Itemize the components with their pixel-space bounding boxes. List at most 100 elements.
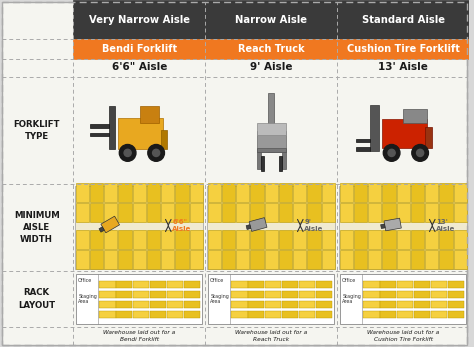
Bar [236, 183, 249, 202]
Bar [307, 203, 320, 222]
Bar [397, 203, 410, 222]
Bar [222, 250, 235, 269]
Circle shape [119, 144, 136, 161]
Bar [104, 203, 118, 222]
Bar [411, 183, 424, 202]
Bar [411, 203, 424, 222]
Bar [447, 291, 464, 298]
Bar [73, 39, 205, 59]
Bar [75, 186, 203, 269]
Bar [411, 230, 424, 249]
Bar [161, 130, 167, 149]
Bar [264, 203, 278, 222]
Bar [248, 301, 264, 308]
Bar [257, 152, 261, 169]
Bar [447, 281, 464, 288]
Bar [447, 311, 464, 318]
Bar [425, 127, 432, 148]
Bar [316, 291, 332, 298]
Text: Office: Office [210, 278, 225, 283]
Text: Cushion Tire Forklift: Cushion Tire Forklift [347, 44, 460, 54]
Bar [380, 301, 396, 308]
Bar [282, 311, 298, 318]
Text: 6'6"
Aisle: 6'6" Aisle [172, 219, 191, 232]
Bar [133, 281, 149, 288]
Bar [133, 291, 149, 298]
Bar [414, 291, 430, 298]
Bar [384, 218, 401, 231]
Bar [454, 250, 467, 269]
Bar [307, 183, 320, 202]
Bar [90, 230, 103, 249]
Bar [397, 250, 410, 269]
Bar [133, 311, 149, 318]
Circle shape [417, 149, 424, 156]
Bar [380, 281, 396, 288]
Bar [190, 230, 203, 249]
Bar [380, 291, 396, 298]
Bar [90, 250, 103, 269]
Bar [231, 291, 247, 298]
Bar [190, 203, 203, 222]
Bar [368, 183, 382, 202]
Bar [205, 0, 337, 39]
Bar [293, 250, 306, 269]
Text: RACK
LAYOUT: RACK LAYOUT [18, 288, 55, 310]
Text: 13' Aisle: 13' Aisle [378, 62, 428, 72]
Bar [76, 250, 89, 269]
Bar [222, 230, 235, 249]
Bar [279, 230, 292, 249]
Bar [139, 106, 158, 123]
Bar [167, 301, 183, 308]
Bar [431, 311, 447, 318]
Bar [116, 301, 132, 308]
Bar [175, 183, 189, 202]
Bar [293, 203, 306, 222]
Text: Office: Office [78, 278, 92, 283]
Bar [354, 230, 367, 249]
Bar [454, 183, 467, 202]
Bar [99, 281, 116, 288]
Bar [264, 183, 278, 202]
Bar [208, 230, 221, 249]
Bar [231, 311, 247, 318]
Bar [411, 250, 424, 269]
Bar [363, 291, 380, 298]
Bar [104, 250, 118, 269]
Bar [249, 218, 267, 231]
Bar [184, 311, 200, 318]
Bar [316, 281, 332, 288]
Bar [397, 281, 413, 288]
Circle shape [148, 144, 164, 161]
Bar [222, 183, 235, 202]
Text: Warehouse laid out for a
Cushion Tire Forklift: Warehouse laid out for a Cushion Tire Fo… [367, 330, 439, 341]
Bar [363, 281, 380, 288]
Bar [248, 281, 264, 288]
Bar [397, 291, 413, 298]
Bar [250, 230, 264, 249]
Bar [109, 106, 115, 149]
Text: Warehouse laid out for a
Reach Truck: Warehouse laid out for a Reach Truck [235, 330, 307, 341]
Bar [250, 203, 264, 222]
Bar [99, 301, 116, 308]
Bar [118, 230, 132, 249]
Bar [454, 203, 467, 222]
Bar [167, 291, 183, 298]
Bar [101, 216, 119, 233]
Bar [207, 186, 335, 269]
Bar [118, 118, 163, 149]
Bar [299, 311, 315, 318]
Bar [282, 152, 286, 169]
Bar [265, 291, 282, 298]
Bar [321, 230, 335, 249]
Bar [116, 291, 132, 298]
Bar [208, 250, 221, 269]
Bar [99, 227, 104, 232]
Bar [356, 138, 370, 142]
Text: Bendi Forklift: Bendi Forklift [102, 44, 177, 54]
Bar [118, 183, 132, 202]
Bar [354, 183, 367, 202]
Bar [147, 250, 160, 269]
Bar [76, 183, 89, 202]
Bar [340, 250, 353, 269]
